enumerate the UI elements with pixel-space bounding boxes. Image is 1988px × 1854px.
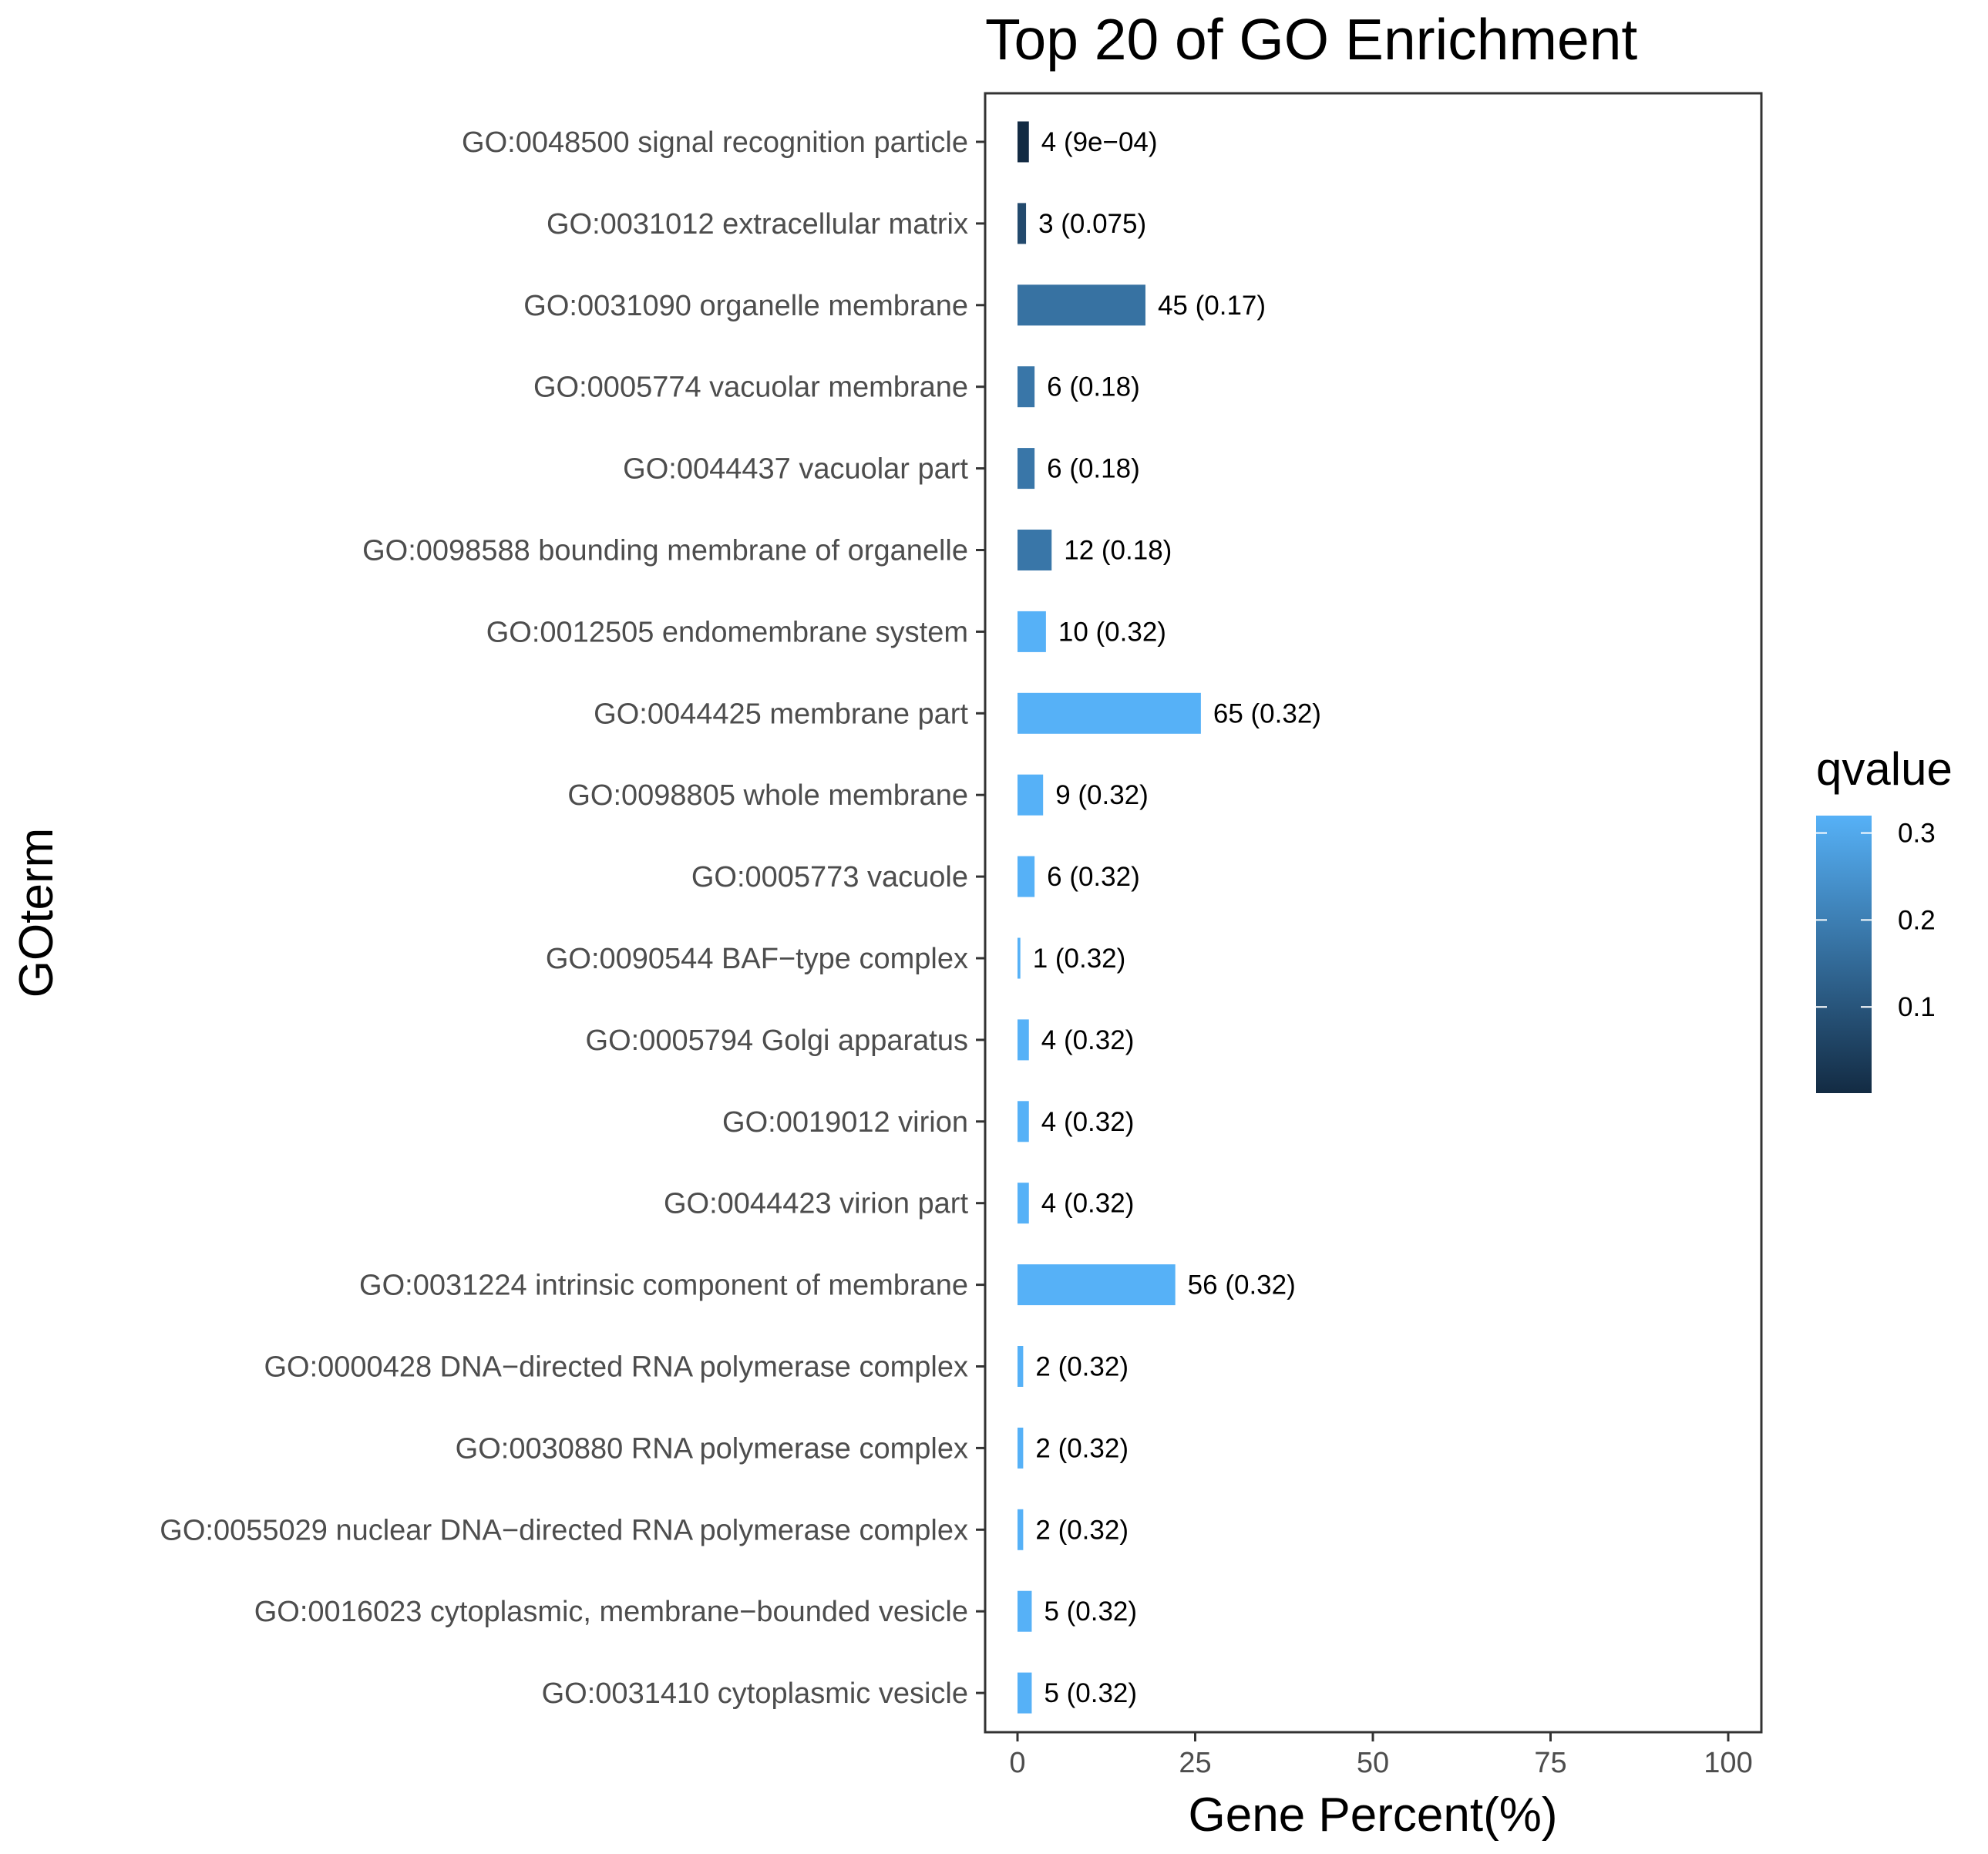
y-tick-label: GO:0030880 RNA polymerase complex: [456, 1432, 968, 1465]
bar: [1018, 1019, 1029, 1061]
bar: [1018, 1346, 1024, 1387]
data-label: 2 (0.32): [1035, 1352, 1129, 1382]
bar: [1018, 1509, 1024, 1550]
y-tick-label: GO:0012505 endomembrane system: [486, 616, 968, 648]
bar: [1018, 121, 1029, 163]
data-label: 3 (0.075): [1038, 209, 1146, 239]
data-label: 65 (0.32): [1213, 698, 1321, 728]
x-axis-title: Gene Percent(%): [1189, 1788, 1558, 1842]
bar: [1018, 448, 1035, 490]
x-tick-label: 25: [1179, 1747, 1211, 1779]
bar: [1018, 203, 1027, 244]
data-label: 6 (0.18): [1047, 454, 1140, 484]
plot-panel: [984, 92, 1763, 1734]
bars-layer: [1018, 121, 1201, 1714]
data-label: 6 (0.18): [1047, 372, 1140, 402]
legend-tick-label: 0.2: [1898, 905, 1936, 935]
y-tick-label: GO:0044423 virion part: [664, 1188, 968, 1220]
data-label: 2 (0.32): [1035, 1515, 1129, 1545]
y-tick-label: GO:0044425 membrane part: [594, 698, 968, 730]
data-label: 45 (0.17): [1158, 291, 1266, 321]
data-label: 12 (0.18): [1064, 536, 1172, 566]
bar: [1018, 366, 1035, 408]
bar: [1018, 856, 1035, 897]
y-tick-label: GO:0031224 intrinsic component of membra…: [359, 1270, 968, 1302]
bar: [1018, 1264, 1176, 1306]
data-label: 2 (0.32): [1035, 1433, 1129, 1463]
legend-ticks: 0.1 0.2 0.3: [1816, 819, 1936, 1022]
data-label: 4 (0.32): [1041, 1189, 1135, 1219]
bar: [1018, 937, 1021, 979]
data-label: 56 (0.32): [1188, 1270, 1296, 1300]
y-tick-label: GO:0005794 Golgi apparatus: [586, 1025, 968, 1057]
y-tick-label: GO:0000428 DNA−directed RNA polymerase c…: [264, 1351, 968, 1384]
legend: qvalue 0.1 0.2 0.3: [1816, 743, 1953, 1093]
bar: [1018, 284, 1145, 326]
y-tick-label: GO:0055029 nuclear DNA−directed RNA poly…: [160, 1514, 968, 1546]
y-tick-label: GO:0031090 organelle membrane: [523, 290, 968, 322]
bar: [1018, 1183, 1029, 1224]
y-tick-label: GO:0005773 vacuole: [691, 861, 968, 893]
bar: [1018, 692, 1201, 734]
y-tick-label: GO:0098588 bounding membrane of organell…: [362, 535, 968, 567]
bar: [1018, 774, 1044, 816]
bar: [1018, 1427, 1024, 1469]
legend-title: qvalue: [1816, 743, 1953, 795]
y-tick-label: GO:0031012 extracellular matrix: [547, 208, 968, 241]
data-label: 4 (9e−04): [1041, 127, 1158, 157]
data-label: 5 (0.32): [1044, 1597, 1137, 1627]
y-axis: GO:0048500 signal recognition particle GO…: [160, 126, 985, 1710]
legend-tick-label: 0.3: [1898, 819, 1936, 849]
y-axis-title: GOterm: [10, 828, 63, 998]
legend-tick-label: 0.1: [1898, 992, 1936, 1022]
bar: [1018, 1101, 1029, 1142]
y-tick-label: GO:0016023 cytoplasmic, membrane−bounded…: [254, 1596, 968, 1628]
legend-colorbar: [1816, 816, 1872, 1093]
data-label: 5 (0.32): [1044, 1678, 1137, 1708]
y-tick-label: GO:0031410 cytoplasmic vesicle: [542, 1677, 968, 1710]
data-label: 4 (0.32): [1041, 1025, 1135, 1055]
y-tick-label: GO:0044437 vacuolar part: [623, 453, 968, 486]
x-tick-label: 0: [1009, 1747, 1025, 1779]
bar: [1018, 1672, 1032, 1714]
data-labels-layer: 4 (9e−04) 3 (0.075) 45 (0.17) 6 (0.18) 6 (0.…: [1033, 127, 1321, 1708]
bar: [1018, 1590, 1032, 1632]
chart-title: Top 20 of GO Enrichment: [985, 7, 1637, 72]
bar: [1018, 530, 1052, 570]
data-label: 10 (0.32): [1058, 617, 1166, 647]
y-tick-label: GO:0048500 signal recognition particle: [462, 126, 968, 159]
data-label: 9 (0.32): [1055, 780, 1149, 810]
y-tick-label: GO:0090544 BAF−type complex: [546, 943, 968, 975]
y-tick-label: GO:0098805 whole membrane: [567, 779, 968, 812]
x-tick-label: 50: [1357, 1747, 1389, 1779]
y-tick-label: GO:0019012 virion: [722, 1106, 968, 1139]
x-axis: 0 25 50 75 100: [1009, 1732, 1753, 1779]
x-tick-label: 75: [1534, 1747, 1566, 1779]
y-tick-label: GO:0005774 vacuolar membrane: [533, 372, 968, 404]
data-label: 1 (0.32): [1033, 944, 1126, 974]
bar: [1018, 611, 1046, 652]
data-label: 4 (0.32): [1041, 1107, 1135, 1137]
x-tick-label: 100: [1704, 1747, 1752, 1779]
data-label: 6 (0.32): [1047, 862, 1140, 892]
